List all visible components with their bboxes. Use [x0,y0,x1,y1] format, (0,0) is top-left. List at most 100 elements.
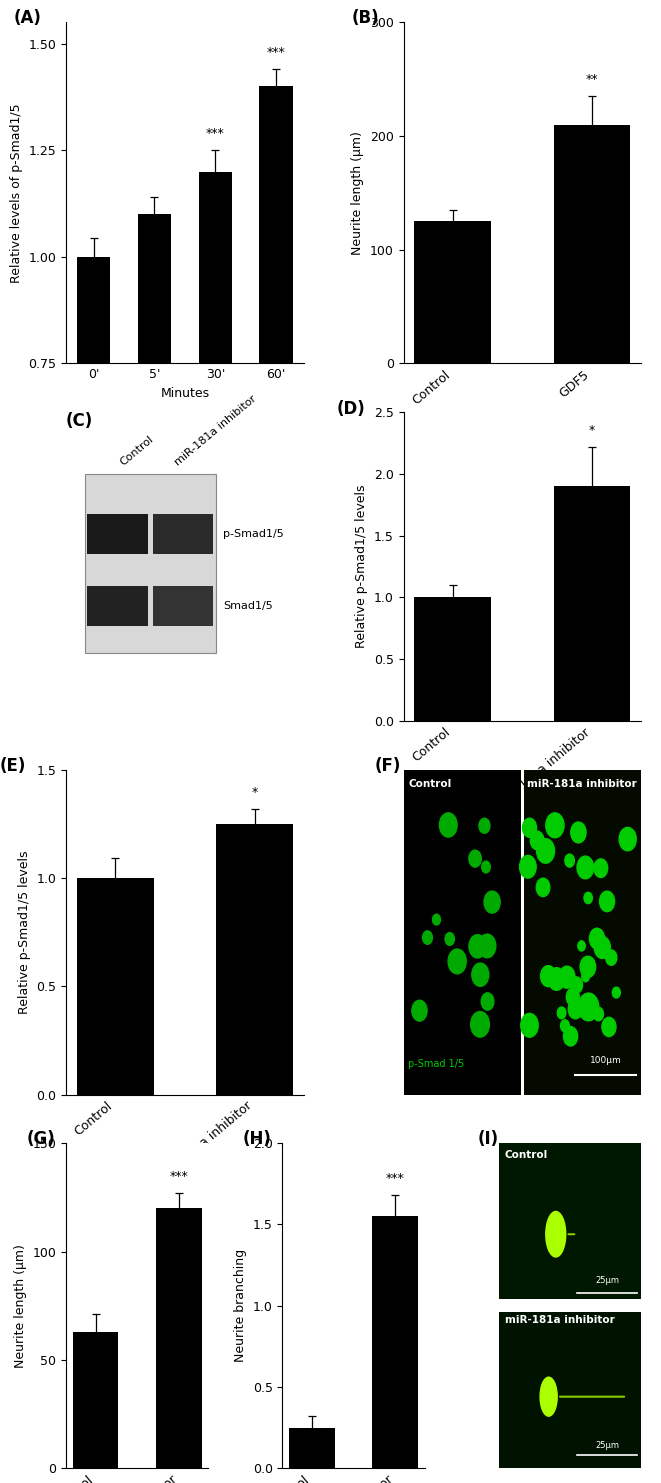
Circle shape [597,936,607,951]
Circle shape [482,862,490,873]
Bar [77,878,153,1094]
Circle shape [563,1026,578,1046]
Circle shape [471,1011,489,1037]
Circle shape [582,1008,591,1020]
Bar [73,1332,118,1468]
Bar [85,475,215,653]
Text: p-Smad 1/5: p-Smad 1/5 [408,1059,465,1069]
Y-axis label: Relative p-Smad1/5 levels: Relative p-Smad1/5 levels [18,850,31,1014]
Circle shape [590,928,605,949]
Circle shape [571,822,586,842]
Text: Control: Control [118,435,155,467]
Text: (G): (G) [26,1130,55,1148]
Text: ***: *** [170,1170,188,1183]
Text: Control: Control [408,780,451,789]
Circle shape [541,965,556,986]
Text: Smad1/5: Smad1/5 [223,601,273,611]
Text: *: * [251,786,258,799]
Circle shape [522,819,537,838]
Circle shape [530,830,544,850]
Y-axis label: Relative levels of p-Smad1/5: Relative levels of p-Smad1/5 [10,102,23,283]
Circle shape [432,914,440,925]
Text: (D): (D) [337,400,366,418]
Bar [87,515,148,555]
Y-axis label: Neurite branching: Neurite branching [234,1249,247,1363]
Text: p-Smad1/5: p-Smad1/5 [223,529,284,540]
Y-axis label: Relative p-Smad1/5 levels: Relative p-Smad1/5 levels [355,485,368,648]
Circle shape [580,957,596,977]
Text: ***: *** [267,46,286,59]
Bar [137,214,171,684]
Text: (E): (E) [0,756,26,774]
Circle shape [602,1017,616,1037]
Circle shape [582,971,590,982]
Bar [414,598,491,721]
Circle shape [479,819,490,833]
Bar [260,86,293,684]
Circle shape [472,962,489,986]
Bar [198,172,232,684]
Circle shape [479,934,496,958]
Text: miR-181a inhibitor: miR-181a inhibitor [173,394,258,467]
Bar [153,586,214,626]
Bar [403,770,521,1094]
Circle shape [484,891,500,914]
Circle shape [548,968,564,991]
Circle shape [605,951,617,965]
Circle shape [557,1007,566,1019]
Y-axis label: Neurite length (μm): Neurite length (μm) [352,131,364,255]
Circle shape [577,856,594,879]
Bar [554,486,631,721]
Circle shape [594,1007,603,1020]
Circle shape [412,1000,427,1022]
Circle shape [469,850,481,868]
Circle shape [521,1013,538,1037]
Text: ***: *** [386,1173,405,1185]
Bar [156,1209,202,1468]
Circle shape [561,1020,569,1032]
Circle shape [565,854,574,868]
Text: (H): (H) [243,1130,272,1148]
Bar [77,257,110,684]
Text: (B): (B) [351,9,379,27]
Bar [216,823,293,1094]
Bar [554,125,631,363]
Text: miR-181a inhibitor: miR-181a inhibitor [527,780,637,789]
Y-axis label: Neurite length (μm): Neurite length (μm) [14,1244,27,1367]
Text: ***: *** [206,128,225,139]
Circle shape [578,994,599,1020]
Circle shape [520,856,536,878]
Circle shape [578,940,585,951]
Text: Control: Control [504,1149,548,1160]
Bar [372,1216,418,1468]
Text: (A): (A) [14,9,42,27]
Circle shape [568,1000,582,1019]
Circle shape [584,893,592,903]
Text: miR-181a inhibitor: miR-181a inhibitor [504,1315,614,1326]
Circle shape [546,1212,566,1258]
Circle shape [445,933,455,945]
Circle shape [612,988,620,998]
Circle shape [594,936,610,958]
Bar [414,221,491,363]
Bar [153,515,214,555]
Circle shape [540,1378,557,1416]
Circle shape [570,977,582,994]
Circle shape [481,992,494,1010]
Text: 100μm: 100μm [590,1056,621,1065]
Circle shape [566,988,579,1005]
Bar [87,586,148,626]
Circle shape [422,931,432,945]
Circle shape [619,828,637,851]
Circle shape [559,965,575,988]
Text: **: ** [586,73,598,86]
Circle shape [600,891,615,912]
Text: (C): (C) [66,412,93,430]
Circle shape [448,949,466,974]
Bar [524,770,641,1094]
Text: *: * [589,424,595,437]
Circle shape [536,878,550,897]
X-axis label: Minutes: Minutes [161,387,210,400]
Bar [289,1428,335,1468]
Circle shape [537,839,555,863]
